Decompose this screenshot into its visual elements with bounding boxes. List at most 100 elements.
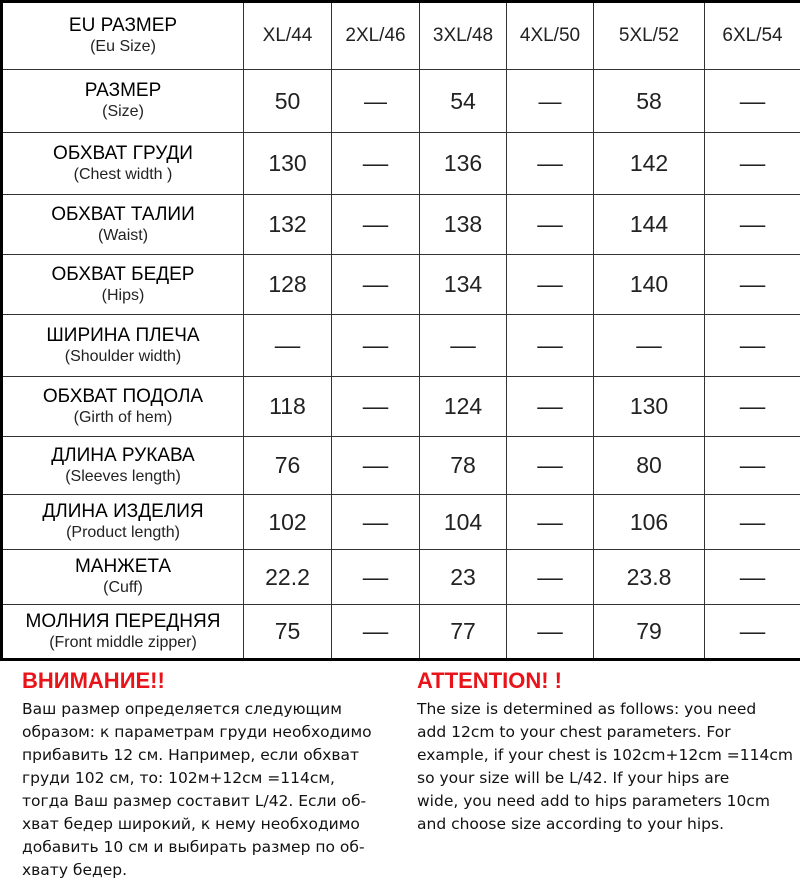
cell: –– [332, 495, 420, 550]
cell: –– [705, 255, 800, 315]
cell: 142 [594, 133, 705, 195]
cell: 128 [244, 255, 332, 315]
row-label: EU РАЗМЕР(Eu Size) [2, 2, 244, 70]
note-line: Ваш размер определяется следующим [22, 698, 402, 721]
cell: 58 [594, 70, 705, 133]
cell: –– [705, 550, 800, 605]
note-title: ATTENTION! ! [417, 668, 797, 694]
cell: –– [594, 315, 705, 377]
cell: –– [705, 133, 800, 195]
cell: 144 [594, 195, 705, 255]
label: ОБХВАТ ГРУДИ [3, 143, 243, 165]
table-row: РАЗМЕР(Size)50—54—58–– [2, 70, 800, 133]
cell: –– [332, 437, 420, 495]
cell: –– [332, 133, 420, 195]
cell: 79 [594, 605, 705, 660]
sublabel: (Cuff) [3, 578, 243, 598]
note-line: The size is determined as follows: you n… [417, 698, 797, 721]
sublabel: (Front middle zipper) [3, 633, 243, 653]
row-label: ОБХВАТ ПОДОЛА(Girth of hem) [2, 377, 244, 437]
row-label: ДЛИНА ИЗДЕЛИЯ(Product length) [2, 495, 244, 550]
label: ДЛИНА РУКАВА [3, 445, 243, 467]
label: ОБХВАТ ПОДОЛА [3, 386, 243, 408]
cell: –– [705, 377, 800, 437]
cell: –– [507, 437, 594, 495]
sublabel: (Product length) [3, 523, 243, 543]
column-header: 3XL/48 [420, 2, 507, 70]
cell: — [507, 70, 594, 133]
note-line: груди 102 см, то: 102м+12см =114см, [22, 767, 402, 790]
label: EU РАЗМЕР [3, 15, 243, 37]
label: РАЗМЕР [3, 80, 243, 102]
table-row: ОБХВАТ ГРУДИ(Chest width )130––136––142–… [2, 133, 800, 195]
cell: –– [705, 437, 800, 495]
sublabel: (Girth of hem) [3, 408, 243, 428]
label: ДЛИНА ИЗДЕЛИЯ [3, 501, 243, 523]
cell: –– [507, 195, 594, 255]
cell: –– [705, 195, 800, 255]
cell: –– [332, 195, 420, 255]
column-header: 6XL/54 [705, 2, 800, 70]
sublabel: (Waist) [3, 226, 243, 246]
cell: 136 [420, 133, 507, 195]
cell: –– [507, 255, 594, 315]
table-row: ОБХВАТ БЕДЕР(Hips)128––134––140–– [2, 255, 800, 315]
label: МАНЖЕТА [3, 556, 243, 578]
note-line: тогда Ваш размер составит L/42. Если об- [22, 790, 402, 813]
row-label: ДЛИНА РУКАВА(Sleeves length) [2, 437, 244, 495]
cell: –– [507, 133, 594, 195]
table-row: МАНЖЕТА(Cuff)22.2––23––23.8–– [2, 550, 800, 605]
cell: –– [507, 495, 594, 550]
table-row: ШИРИНА ПЛЕЧА(Shoulder width)–––––––––––– [2, 315, 800, 377]
cell: –– [705, 70, 800, 133]
cell: 104 [420, 495, 507, 550]
cell: 76 [244, 437, 332, 495]
row-label: ОБХВАТ ГРУДИ(Chest width ) [2, 133, 244, 195]
row-label: ОБХВАТ ТАЛИИ(Waist) [2, 195, 244, 255]
column-header: 4XL/50 [507, 2, 594, 70]
cell: — [332, 70, 420, 133]
note-ru: ВНИМАНИЕ!!Ваш размер определяется следую… [22, 668, 402, 882]
row-label: ШИРИНА ПЛЕЧА(Shoulder width) [2, 315, 244, 377]
note-line: add 12cm to your chest parameters. For [417, 721, 797, 744]
cell: 75 [244, 605, 332, 660]
table-row: МОЛНИЯ ПЕРЕДНЯЯ(Front middle zipper)75––… [2, 605, 800, 660]
cell: –– [507, 377, 594, 437]
label: ОБХВАТ БЕДЕР [3, 264, 243, 286]
note-line: and choose size according to your hips. [417, 813, 797, 836]
cell: 118 [244, 377, 332, 437]
cell: 50 [244, 70, 332, 133]
row-label: ОБХВАТ БЕДЕР(Hips) [2, 255, 244, 315]
note-line: wide, you need add to hips parameters 10… [417, 790, 797, 813]
table-row: ОБХВАТ ТАЛИИ(Waist)132––138––144–– [2, 195, 800, 255]
note-en: ATTENTION! ! The size is determined as fo… [417, 668, 797, 836]
column-header: 2XL/46 [332, 2, 420, 70]
cell: 78 [420, 437, 507, 495]
note-line: образом: к параметрам груди необходимо [22, 721, 402, 744]
cell: 80 [594, 437, 705, 495]
column-header: 5XL/52 [594, 2, 705, 70]
cell: 22.2 [244, 550, 332, 605]
row-label: МОЛНИЯ ПЕРЕДНЯЯ(Front middle zipper) [2, 605, 244, 660]
sublabel: (Sleeves length) [3, 467, 243, 487]
row-label: РАЗМЕР(Size) [2, 70, 244, 133]
cell: –– [705, 495, 800, 550]
label: ОБХВАТ ТАЛИИ [3, 204, 243, 226]
cell: –– [244, 315, 332, 377]
cell: –– [507, 315, 594, 377]
cell: 106 [594, 495, 705, 550]
cell: –– [332, 315, 420, 377]
cell: 130 [594, 377, 705, 437]
cell: –– [332, 605, 420, 660]
sublabel: (Hips) [3, 286, 243, 306]
table-row: ДЛИНА ИЗДЕЛИЯ(Product length)102––104––1… [2, 495, 800, 550]
label: ШИРИНА ПЛЕЧА [3, 325, 243, 347]
sublabel: (Shoulder width) [3, 347, 243, 367]
cell: 130 [244, 133, 332, 195]
cell: 138 [420, 195, 507, 255]
cell: –– [420, 315, 507, 377]
cell: –– [332, 255, 420, 315]
row-label: МАНЖЕТА(Cuff) [2, 550, 244, 605]
